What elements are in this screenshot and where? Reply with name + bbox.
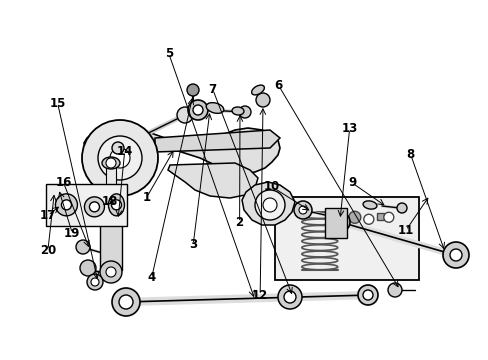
Circle shape [278,285,302,309]
Text: 20: 20 [40,244,56,257]
Circle shape [263,198,276,212]
Ellipse shape [251,85,264,95]
Circle shape [329,212,349,232]
Bar [325,208,346,238]
Polygon shape [168,163,258,198]
Circle shape [348,211,360,223]
Circle shape [442,242,468,268]
Circle shape [256,93,269,107]
Text: 6: 6 [274,79,282,92]
Circle shape [177,107,193,123]
Text: 18: 18 [102,195,118,208]
Circle shape [357,285,377,305]
Polygon shape [155,130,280,152]
Text: 19: 19 [64,227,81,240]
Circle shape [186,84,199,96]
Circle shape [193,105,203,115]
Circle shape [293,201,311,219]
Text: 11: 11 [397,224,413,237]
Ellipse shape [206,103,224,113]
Circle shape [80,260,96,276]
Circle shape [106,267,116,277]
Bar [106,165,116,195]
Circle shape [110,148,130,168]
Text: 7: 7 [208,83,216,96]
Circle shape [100,261,122,283]
Text: 16: 16 [55,176,72,189]
Circle shape [112,288,140,316]
Text: 13: 13 [341,122,357,135]
Text: 5: 5 [164,47,172,60]
Circle shape [119,295,133,309]
Circle shape [84,197,104,217]
Ellipse shape [108,194,124,216]
Circle shape [61,200,71,210]
Bar [274,197,418,280]
Bar [46,184,127,226]
Text: 17: 17 [40,209,56,222]
Ellipse shape [231,107,244,115]
Ellipse shape [362,201,376,209]
Bar [376,213,383,220]
Text: 14: 14 [116,145,133,158]
Circle shape [112,142,124,154]
Circle shape [187,100,207,120]
Text: 3: 3 [189,238,197,251]
Bar [100,190,122,270]
Circle shape [239,106,250,118]
Circle shape [383,212,393,222]
Text: 12: 12 [251,289,268,302]
Circle shape [98,136,142,180]
Circle shape [55,194,77,216]
Circle shape [87,274,103,290]
Text: 2: 2 [235,216,243,229]
Text: 9: 9 [347,176,355,189]
Circle shape [362,290,372,300]
Circle shape [284,291,295,303]
Text: 10: 10 [263,180,279,193]
Text: 4: 4 [147,271,155,284]
Circle shape [254,190,285,220]
Circle shape [363,214,373,224]
Polygon shape [84,128,280,175]
Circle shape [387,283,401,297]
Text: 1: 1 [142,191,150,204]
Ellipse shape [102,157,120,169]
Circle shape [396,203,406,213]
Text: 15: 15 [49,97,66,110]
Text: 8: 8 [406,148,414,161]
Circle shape [89,202,99,212]
Circle shape [111,200,121,210]
Circle shape [298,206,306,214]
Circle shape [91,278,99,286]
Circle shape [106,158,116,168]
Circle shape [76,240,90,254]
Polygon shape [242,182,294,225]
Circle shape [449,249,461,261]
Circle shape [82,120,158,196]
